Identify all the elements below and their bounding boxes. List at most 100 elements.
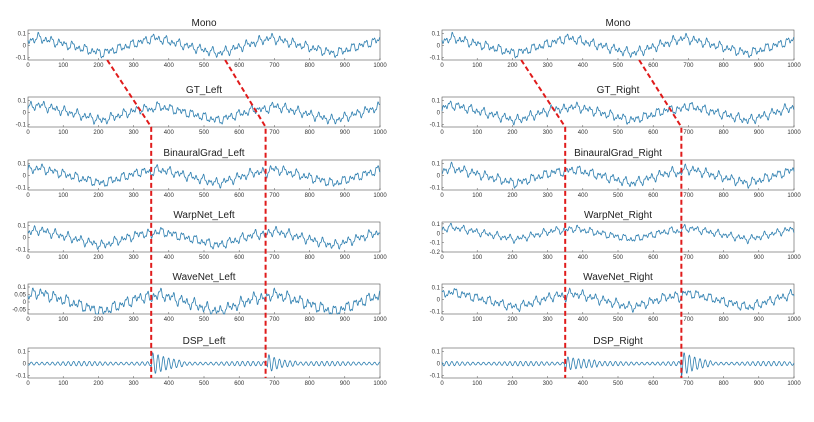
x-tick-label: 0	[440, 63, 444, 69]
x-tick-label: 0	[440, 130, 444, 136]
x-tick-label: 500	[613, 130, 624, 136]
y-tick-label: 0	[23, 111, 27, 117]
series-line	[441, 222, 795, 245]
x-tick-label: 700	[269, 317, 280, 323]
y-tick-label: 0	[23, 362, 27, 368]
x-tick-label: 600	[648, 255, 659, 261]
axes-box	[27, 29, 381, 61]
series-line	[441, 161, 795, 189]
x-tick-label: 800	[305, 255, 316, 261]
x-tick-label: 0	[440, 317, 444, 323]
x-tick-label: 600	[234, 63, 245, 69]
x-tick-label: 600	[648, 193, 659, 199]
x-tick-label: 1000	[787, 193, 801, 199]
x-tick-label: 800	[305, 63, 316, 69]
y-tick-label: 0	[437, 174, 441, 180]
panel-warpnet-right-right: WarpNet_Right 0 100 200 300 400 500 600 700 800 90…	[430, 210, 802, 261]
x-tick-label: 600	[234, 130, 245, 136]
x-tick-label: 400	[164, 130, 175, 136]
x-tick-label: 500	[199, 381, 210, 387]
y-tick-label: 0.05	[14, 293, 26, 299]
x-tick-label: 1000	[373, 381, 387, 387]
y-tick-label: -0.1	[430, 186, 441, 192]
x-tick-label: 200	[93, 381, 104, 387]
x-tick-label: 200	[507, 317, 518, 323]
x-tick-label: 200	[507, 193, 518, 199]
x-tick-label: 100	[58, 130, 69, 136]
x-tick-label: 300	[543, 130, 554, 136]
series-line	[27, 287, 381, 315]
x-tick-label: 100	[472, 255, 483, 261]
y-tick-label: 0	[23, 174, 27, 180]
panel-title: DSP_Right	[593, 336, 643, 347]
x-tick-label: 0	[26, 317, 30, 323]
x-tick-label: 300	[543, 381, 554, 387]
x-tick-label: 200	[507, 63, 518, 69]
y-tick-label: 0.1	[432, 350, 441, 356]
y-tick-label: -0.1	[430, 374, 441, 380]
panel-dsp-right-right: DSP_Right 0 100 200 300 400 500 600 700 800 900 100…	[430, 336, 802, 387]
x-tick-label: 800	[305, 130, 316, 136]
y-tick-label: -0.1	[16, 186, 27, 192]
y-tick-label: 0	[437, 44, 441, 50]
x-tick-label: 400	[164, 193, 175, 199]
x-tick-label: 0	[26, 255, 30, 261]
panel-dsp-left-left: DSP_Left 0 100 200 300 400 500 600 700 800 900 1000…	[16, 336, 388, 387]
x-tick-label: 400	[164, 381, 175, 387]
x-tick-label: 200	[507, 255, 518, 261]
x-tick-label: 900	[340, 255, 351, 261]
series-line	[441, 287, 795, 313]
x-tick-label: 100	[472, 63, 483, 69]
x-tick-label: 300	[543, 317, 554, 323]
y-tick-label: 0.1	[432, 99, 441, 105]
x-tick-label: 600	[648, 63, 659, 69]
x-tick-label: 900	[754, 255, 765, 261]
x-tick-label: 900	[340, 63, 351, 69]
x-tick-label: 1000	[787, 317, 801, 323]
panel-warpnet-left-left: WarpNet_Left 0 100 200 300 400 500 600 700 800 900…	[16, 210, 388, 261]
panel-wavenet-left-left: WaveNet_Left 0 100 200 300 400 500 600 700 800 900…	[12, 272, 387, 323]
x-tick-label: 400	[578, 130, 589, 136]
x-tick-label: 700	[683, 317, 694, 323]
x-tick-label: 500	[613, 193, 624, 199]
x-tick-label: 500	[613, 63, 624, 69]
axes-box	[441, 29, 795, 61]
x-tick-label: 100	[472, 130, 483, 136]
panel-gt-left-left: GT_Left 0 100 200 300 400 500 600 700 800 900 1000 0…	[16, 85, 388, 136]
series-line	[27, 31, 381, 59]
y-tick-label: -0.1	[430, 310, 441, 316]
x-tick-label: 900	[340, 317, 351, 323]
x-tick-label: 1000	[787, 381, 801, 387]
x-tick-label: 400	[578, 193, 589, 199]
x-tick-label: 800	[305, 381, 316, 387]
panel-title: GT_Right	[597, 85, 640, 96]
x-tick-label: 600	[234, 193, 245, 199]
x-tick-label: 300	[129, 63, 140, 69]
panel-mono-right: Mono 0 100 200 300 400 500 600 700 800 900 1000 0.1 0…	[430, 18, 802, 69]
series-line	[27, 163, 381, 189]
series-line	[27, 100, 381, 125]
x-tick-label: 900	[754, 317, 765, 323]
x-tick-label: 700	[269, 193, 280, 199]
y-tick-label: 0	[23, 236, 27, 242]
x-tick-label: 600	[648, 381, 659, 387]
x-tick-label: 100	[472, 317, 483, 323]
x-tick-label: 800	[719, 193, 730, 199]
y-tick-label: 0.1	[18, 350, 27, 356]
x-tick-label: 900	[754, 130, 765, 136]
x-tick-label: 200	[93, 317, 104, 323]
x-tick-label: 900	[754, 63, 765, 69]
x-tick-label: 400	[578, 63, 589, 69]
x-tick-label: 0	[440, 381, 444, 387]
x-tick-label: 600	[234, 381, 245, 387]
x-tick-label: 1000	[373, 130, 387, 136]
x-tick-label: 0	[26, 381, 30, 387]
x-tick-label: 700	[269, 63, 280, 69]
panel-title: WarpNet_Left	[173, 210, 235, 221]
panel-title: WaveNet_Left	[173, 272, 236, 283]
x-tick-label: 100	[472, 193, 483, 199]
x-tick-label: 0	[440, 255, 444, 261]
panel-binauralgrad-right-right: BinauralGrad_Right 0 100 200 300 400 500 600 700…	[430, 148, 802, 199]
x-tick-label: 200	[507, 130, 518, 136]
